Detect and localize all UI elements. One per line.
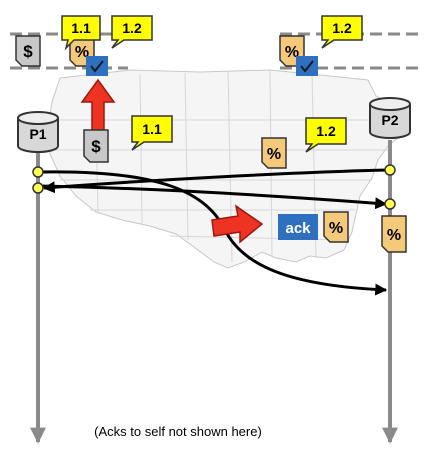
svg-text:%: % — [75, 44, 89, 61]
svg-text:1.1: 1.1 — [71, 20, 91, 36]
event-dot — [32, 166, 44, 178]
event-dot — [384, 164, 396, 176]
svg-text:$: $ — [91, 137, 101, 156]
ack-message: ack % — [278, 211, 349, 243]
new-percent-doc: % 1.2 — [261, 117, 347, 169]
version-tag-1-2: 1.2 — [111, 15, 153, 49]
process-p1: P1 — [17, 111, 59, 153]
p1-store: $ % 1.1 1.2 — [10, 15, 153, 76]
ack-label: ack — [285, 220, 311, 237]
svg-text:%: % — [329, 220, 343, 237]
checkmark-icon — [86, 56, 108, 76]
message-p2-to-p1 — [42, 168, 389, 194]
new-dollar-doc: $ 1.1 — [83, 115, 173, 163]
ack-box — [278, 214, 318, 240]
version-tag-1-2: 1.2 — [321, 15, 363, 49]
event-dot — [384, 198, 396, 210]
svg-text:$: $ — [23, 42, 33, 61]
write-arrow-up — [80, 78, 116, 131]
svg-text:1.2: 1.2 — [122, 20, 142, 36]
percent-doc-icon: % — [323, 211, 349, 243]
svg-text:%: % — [285, 44, 299, 61]
svg-text:%: % — [387, 227, 401, 244]
svg-text:%: % — [267, 146, 281, 163]
version-tag-1-1: 1.1 — [131, 115, 173, 151]
ack-arrow-right — [211, 204, 264, 244]
p2-label: P2 — [381, 112, 398, 128]
svg-text:1.2: 1.2 — [332, 20, 352, 36]
dollar-doc-icon: $ — [83, 129, 109, 163]
caption: (Acks to self not shown here) — [94, 424, 262, 439]
svg-text:1.1: 1.1 — [142, 121, 162, 137]
version-tag-1-2: 1.2 — [305, 117, 347, 153]
percent-doc-icon: % — [261, 137, 287, 169]
version-tag-1-1: 1.1 — [61, 15, 101, 51]
p1-label: P1 — [29, 126, 46, 142]
svg-text:1.2: 1.2 — [316, 123, 336, 139]
dollar-doc-icon: $ — [15, 35, 41, 67]
event-dot — [32, 182, 44, 194]
process-p2: P2 — [369, 97, 411, 139]
checkmark-icon — [296, 56, 318, 76]
p2-percent-doc: % — [381, 215, 407, 253]
message-p1-to-p2 — [39, 184, 388, 210]
p2-store: % 1.2 — [279, 15, 418, 76]
